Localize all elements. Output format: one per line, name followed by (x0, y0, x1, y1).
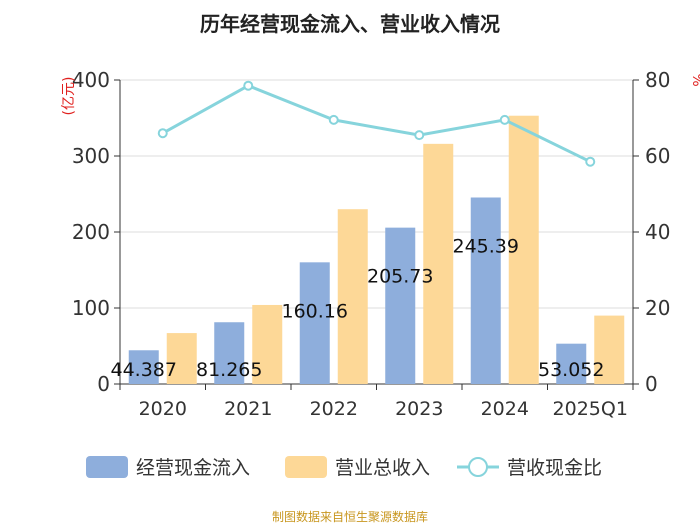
data-source-note: 制图数据来自恒生聚源数据库 (271, 510, 428, 524)
y-left-axis-label: (亿元) (61, 77, 77, 116)
y-right-tick-label: 80 (645, 68, 670, 92)
x-tick-label: 2023 (395, 398, 443, 420)
y-left-tick-label: 100 (72, 296, 110, 320)
y-right-tick-label: 40 (645, 220, 670, 244)
bar-data-label: 81.265 (196, 359, 262, 381)
y-left-tick-label: 0 (97, 372, 110, 396)
legend-marker-ratio (468, 457, 488, 477)
line-point-ratio (414, 130, 425, 141)
x-tick-label: 2022 (310, 398, 358, 420)
bar-total-revenue (337, 209, 368, 384)
bar-total-revenue (166, 333, 197, 384)
bar-cash-inflow (556, 343, 587, 384)
bar-total-revenue (423, 143, 454, 384)
chart-title: 历年经营现金流入、营业收入情况 (200, 12, 500, 36)
legend-label-ratio: 营收现金比 (507, 457, 602, 479)
bar-cash-inflow (299, 262, 330, 384)
bar-data-label: 53.052 (538, 359, 604, 381)
line-point-ratio (157, 128, 168, 139)
line-point-ratio (243, 80, 254, 91)
line-point-ratio (499, 114, 510, 125)
bar-cash-inflow (385, 227, 416, 384)
bar-total-revenue (508, 115, 539, 384)
line-cash-revenue-ratio (162, 84, 591, 164)
bar-cash-inflow (470, 197, 501, 384)
line-point-ratio (328, 114, 339, 125)
y-right-tick-label: 20 (645, 296, 670, 320)
legend-label-total-revenue: 营业总收入 (335, 457, 430, 479)
y-left-tick-label: 300 (72, 144, 110, 168)
bar-data-label: 160.16 (282, 300, 348, 322)
y-right-tick-label: 0 (645, 372, 658, 396)
legend-label-cash-inflow: 经营现金流入 (136, 457, 250, 479)
y-left-tick-label: 200 (72, 220, 110, 244)
bar-data-label: 44.387 (111, 359, 177, 381)
y-right-axis-label: % (689, 73, 700, 86)
y-left-tick-label: 400 (72, 68, 110, 92)
legend-swatch-total-revenue (285, 456, 327, 478)
bar-cash-inflow (128, 350, 159, 384)
line-point-ratio (585, 156, 596, 167)
bar-data-label: 205.73 (367, 266, 433, 288)
bar-data-label: 245.39 (453, 236, 519, 258)
x-tick-label: 2021 (224, 398, 272, 420)
x-tick-label: 2025Q1 (553, 398, 628, 420)
bar-cash-inflow (214, 322, 245, 384)
bar-total-revenue (252, 304, 283, 384)
y-right-tick-label: 60 (645, 144, 670, 168)
bar-total-revenue (594, 315, 625, 384)
x-tick-label: 2020 (139, 398, 187, 420)
x-tick-label: 2024 (481, 398, 529, 420)
legend-swatch-cash-inflow (86, 456, 128, 478)
